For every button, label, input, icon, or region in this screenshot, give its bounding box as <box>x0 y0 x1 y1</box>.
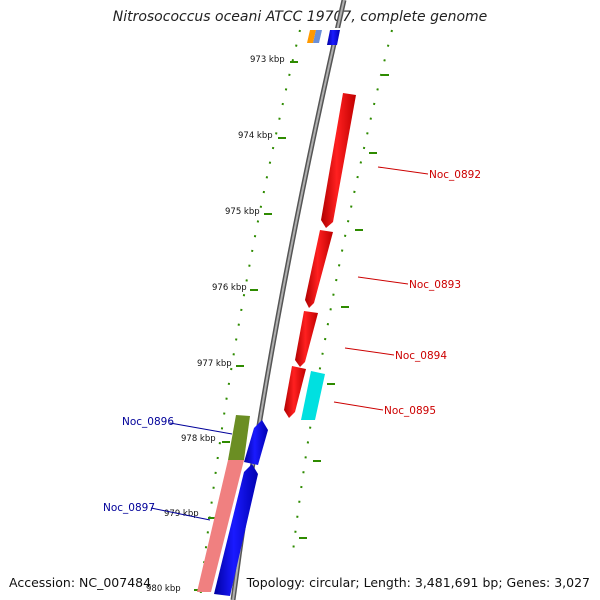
gene-label-noc-0892[interactable]: Noc_0892 <box>429 169 481 181</box>
leader-line <box>333 401 384 411</box>
gene-noc-0896[interactable] <box>228 415 250 460</box>
major-ticks <box>194 61 389 591</box>
gene-label-noc-0896[interactable]: Noc_0896 <box>122 416 174 428</box>
gene-noc-0892[interactable] <box>321 93 356 228</box>
tick-label: 975 kbp <box>225 207 260 217</box>
map-title: Nitrosococcus oceani ATCC 19707, complet… <box>112 9 488 25</box>
scale-track-left <box>199 29 301 600</box>
tick-label: 976 kbp <box>212 283 247 293</box>
tick-label: 973 kbp <box>250 55 285 65</box>
gene-label-noc-0894[interactable]: Noc_0894 <box>395 350 447 362</box>
tick-label: 977 kbp <box>197 359 232 369</box>
accession-text: Accession: NC_007484 <box>9 575 152 590</box>
gene-label-noc-0897[interactable]: Noc_0897 <box>103 502 155 514</box>
genome-summary-text: Topology: circular; Length: 3,481,691 bp… <box>246 575 590 590</box>
gene-label-noc-0895[interactable]: Noc_0895 <box>384 405 436 417</box>
leader-line <box>357 276 409 285</box>
tick-label: 974 kbp <box>238 131 273 141</box>
gene-noc-0893[interactable] <box>305 230 333 308</box>
leader-line <box>169 422 233 435</box>
leader-line <box>344 347 395 356</box>
gene-noc-0894[interactable] <box>295 311 318 367</box>
tick-label: 978 kbp <box>181 434 216 444</box>
gene-blue-lower[interactable] <box>214 464 258 596</box>
gene-lightblue[interactable] <box>313 30 322 43</box>
gene-noc-0897[interactable] <box>197 460 244 592</box>
gene-noc-0895[interactable] <box>301 371 325 420</box>
gene-noc-0895-red[interactable] <box>284 366 306 418</box>
gene-blue-upper[interactable] <box>244 420 268 465</box>
tick-label: 980 kbp <box>146 584 181 594</box>
gene-label-noc-0893[interactable]: Noc_0893 <box>409 279 461 291</box>
leader-line <box>150 507 211 521</box>
gene-blue-top[interactable] <box>327 30 340 45</box>
leader-line <box>377 166 429 175</box>
